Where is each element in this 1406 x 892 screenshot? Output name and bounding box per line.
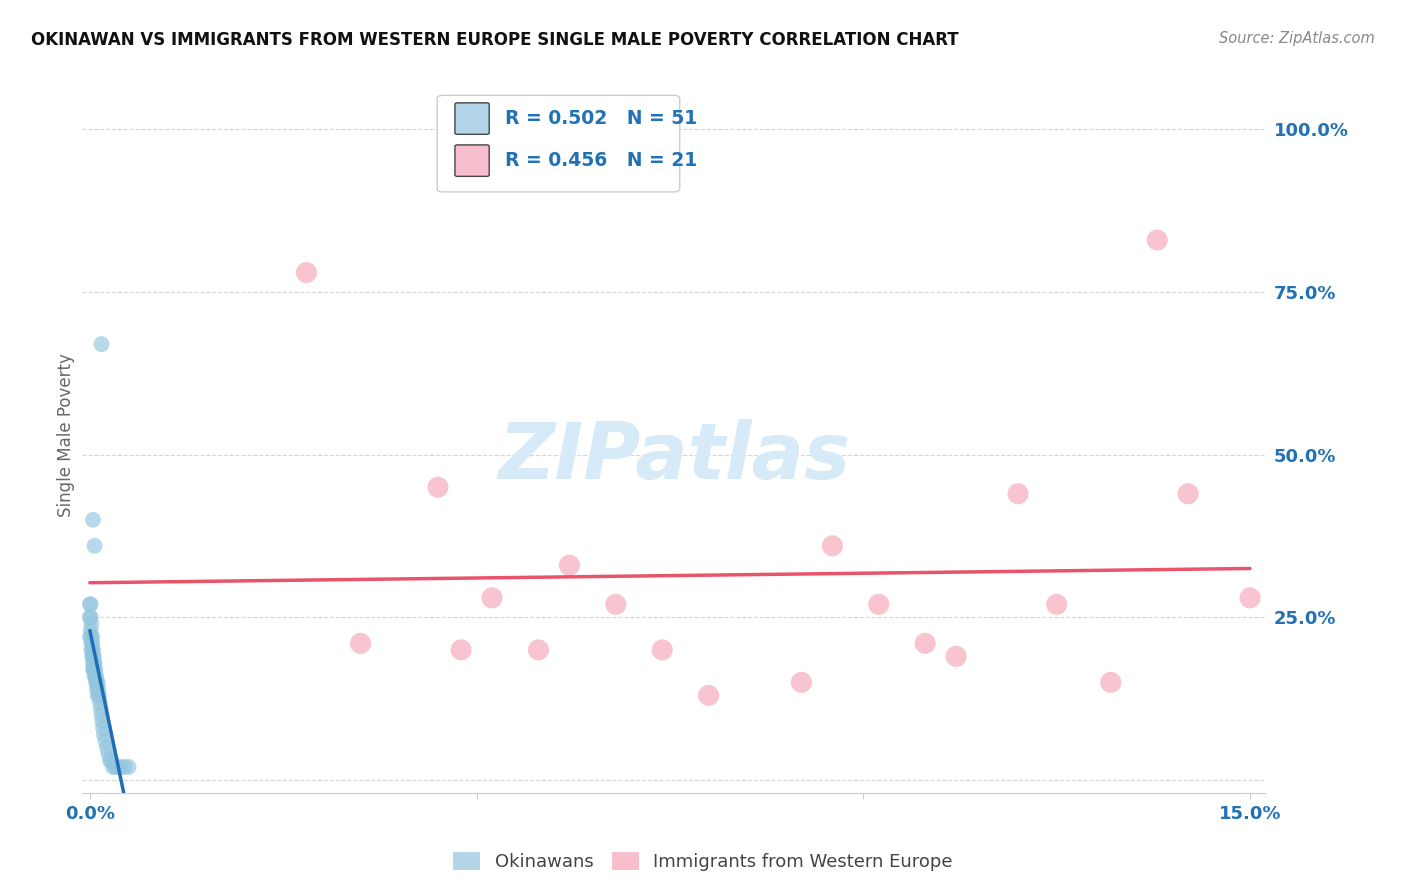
Point bbox=[914, 636, 936, 650]
Point bbox=[450, 643, 472, 657]
Point bbox=[79, 598, 101, 612]
Point bbox=[82, 649, 104, 664]
Point bbox=[79, 610, 101, 624]
Point bbox=[83, 539, 105, 553]
Point bbox=[98, 754, 121, 768]
Point bbox=[80, 636, 103, 650]
Point bbox=[97, 747, 120, 761]
Point bbox=[527, 643, 550, 657]
Point bbox=[80, 643, 103, 657]
Point bbox=[110, 760, 132, 774]
Text: R = 0.502   N = 51: R = 0.502 N = 51 bbox=[505, 109, 697, 128]
Point bbox=[80, 630, 103, 644]
Point bbox=[79, 598, 101, 612]
Point bbox=[945, 649, 967, 664]
Point bbox=[558, 558, 581, 573]
Legend: Okinawans, Immigrants from Western Europe: Okinawans, Immigrants from Western Europ… bbox=[446, 845, 960, 879]
Point bbox=[82, 643, 104, 657]
Point bbox=[83, 662, 105, 676]
Point bbox=[79, 610, 101, 624]
Point bbox=[697, 689, 720, 703]
Point bbox=[1146, 233, 1168, 247]
Point bbox=[790, 675, 813, 690]
Y-axis label: Single Male Poverty: Single Male Poverty bbox=[58, 353, 75, 517]
Point bbox=[1007, 487, 1029, 501]
Point bbox=[104, 760, 127, 774]
Point bbox=[1099, 675, 1122, 690]
Point bbox=[83, 669, 105, 683]
Point bbox=[86, 689, 108, 703]
Text: OKINAWAN VS IMMIGRANTS FROM WESTERN EUROPE SINGLE MALE POVERTY CORRELATION CHART: OKINAWAN VS IMMIGRANTS FROM WESTERN EURO… bbox=[31, 31, 959, 49]
Point bbox=[79, 624, 101, 638]
Point bbox=[82, 643, 104, 657]
Point bbox=[349, 636, 371, 650]
Point bbox=[94, 734, 117, 748]
FancyBboxPatch shape bbox=[456, 145, 489, 177]
Point bbox=[86, 681, 108, 696]
Point bbox=[117, 760, 139, 774]
Point bbox=[96, 740, 118, 755]
Point bbox=[82, 662, 104, 676]
Point bbox=[90, 707, 112, 722]
Point bbox=[83, 649, 105, 664]
Point bbox=[100, 754, 122, 768]
FancyBboxPatch shape bbox=[437, 95, 679, 192]
Point bbox=[91, 714, 114, 729]
Point bbox=[83, 662, 105, 676]
Point bbox=[114, 760, 136, 774]
Point bbox=[82, 636, 104, 650]
Point bbox=[84, 669, 107, 683]
Point bbox=[91, 721, 114, 735]
Point bbox=[605, 598, 627, 612]
Point bbox=[89, 695, 111, 709]
Point bbox=[79, 630, 101, 644]
Point bbox=[101, 760, 124, 774]
Point bbox=[89, 689, 111, 703]
Point bbox=[1046, 598, 1069, 612]
Text: ZIPatlas: ZIPatlas bbox=[498, 418, 851, 495]
Point bbox=[86, 675, 108, 690]
Point bbox=[83, 656, 105, 670]
Point bbox=[1239, 591, 1261, 605]
Point bbox=[83, 656, 105, 670]
Point bbox=[821, 539, 844, 553]
Point bbox=[651, 643, 673, 657]
Point bbox=[84, 675, 107, 690]
Point bbox=[90, 701, 112, 715]
Point bbox=[426, 480, 449, 494]
Point bbox=[80, 616, 103, 631]
Point bbox=[107, 760, 129, 774]
Point bbox=[82, 656, 104, 670]
Point bbox=[481, 591, 503, 605]
Point bbox=[84, 662, 107, 676]
FancyBboxPatch shape bbox=[456, 103, 489, 135]
Point bbox=[868, 598, 890, 612]
Point bbox=[90, 337, 112, 351]
Point bbox=[93, 727, 115, 741]
Point bbox=[84, 669, 107, 683]
Point bbox=[82, 649, 104, 664]
Point bbox=[1177, 487, 1199, 501]
Point bbox=[295, 266, 318, 280]
Point bbox=[86, 675, 108, 690]
Point bbox=[87, 681, 110, 696]
Text: Source: ZipAtlas.com: Source: ZipAtlas.com bbox=[1219, 31, 1375, 46]
Point bbox=[82, 513, 104, 527]
Point bbox=[82, 630, 104, 644]
Text: R = 0.456   N = 21: R = 0.456 N = 21 bbox=[505, 151, 697, 170]
